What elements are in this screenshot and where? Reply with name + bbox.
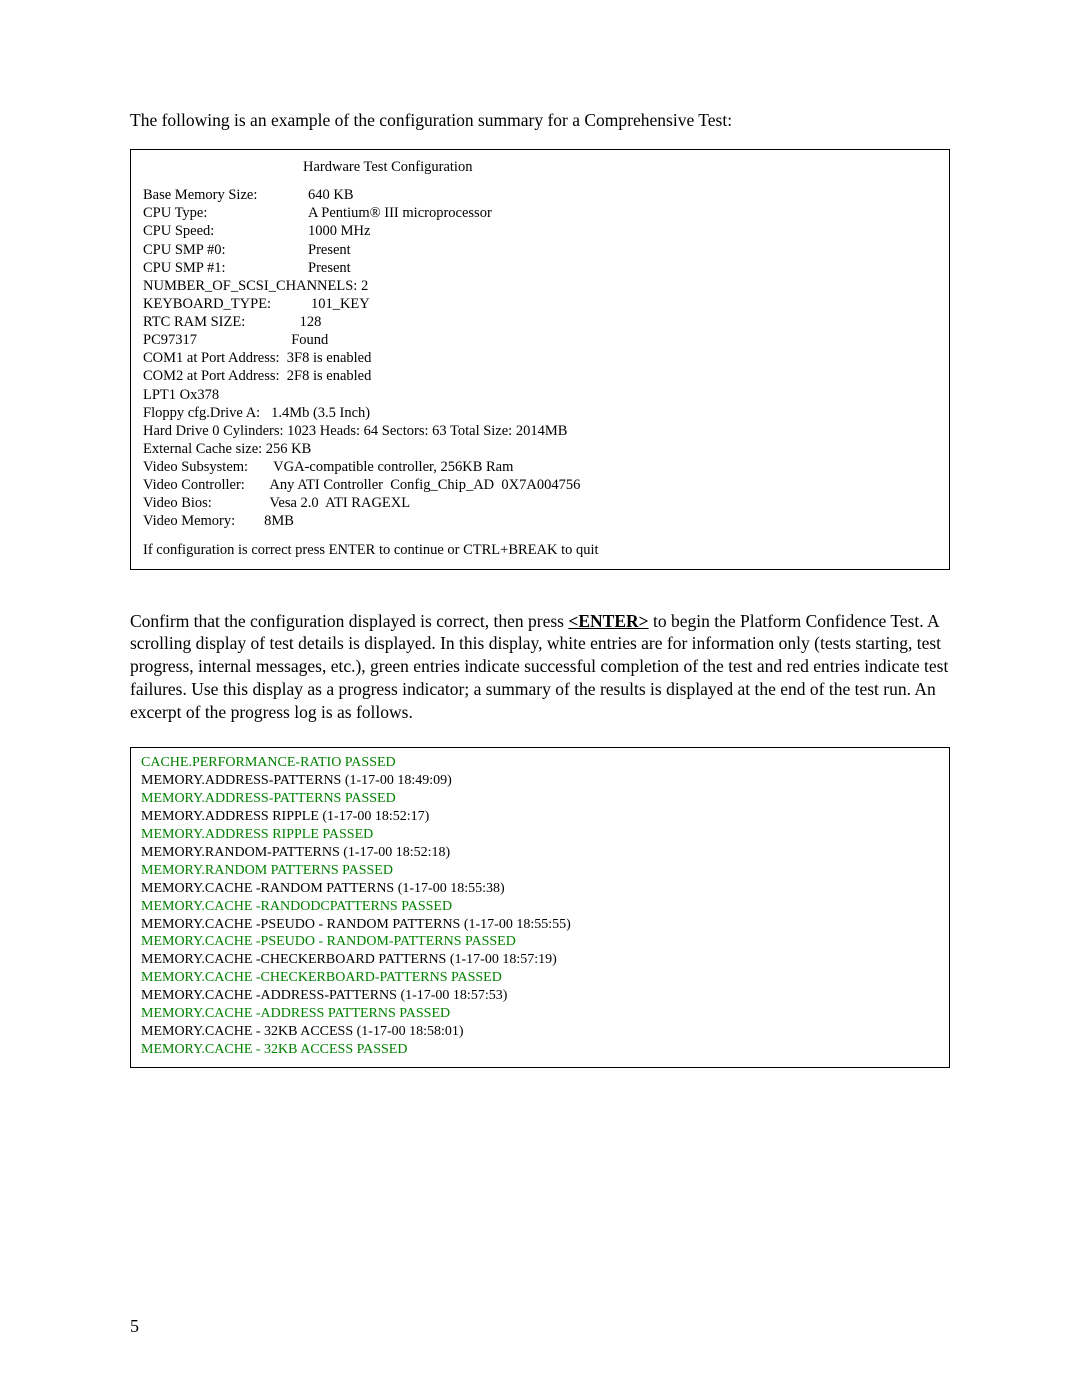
log-line: MEMORY.CACHE -ADDRESS-PATTERNS (1-17-00 … [141,987,939,1005]
log-line: MEMORY.ADDRESS-PATTERNS PASSED [141,790,939,808]
config-rows: Base Memory Size:640 KBCPU Type:A Pentiu… [143,186,937,277]
log-line: MEMORY.CACHE -CHECKERBOARD PATTERNS (1-1… [141,951,939,969]
log-line: MEMORY.CACHE -PSEUDO - RANDOM PATTERNS (… [141,916,939,934]
config-value: Present [308,242,351,258]
config-label: CPU SMP #0: [143,241,308,259]
log-box: CACHE.PERFORMANCE-RATIO PASSEDMEMORY.ADD… [130,747,950,1067]
config-value: A Pentium® III microprocessor [308,205,492,221]
config-line: KEYBOARD_TYPE: 101_KEY [143,295,937,313]
config-label: CPU Speed: [143,222,308,240]
config-row: CPU Speed:1000 MHz [143,222,937,240]
config-line: NUMBER_OF_SCSI_CHANNELS: 2 [143,277,937,295]
body-pre: Confirm that the configuration displayed… [130,611,568,631]
spacer [143,531,937,541]
config-label: CPU Type: [143,204,308,222]
config-line: COM2 at Port Address: 2F8 is enabled [143,367,937,385]
log-line: MEMORY.ADDRESS RIPPLE (1-17-00 18:52:17) [141,808,939,826]
log-line: MEMORY.ADDRESS RIPPLE PASSED [141,826,939,844]
config-row: CPU Type:A Pentium® III microprocessor [143,204,937,222]
config-line: PC97317 Found [143,331,937,349]
page: The following is an example of the confi… [0,0,1080,1397]
config-line: Floppy cfg.Drive A: 1.4Mb (3.5 Inch) [143,404,937,422]
config-title: Hardware Test Configuration [143,158,937,176]
config-row: CPU SMP #0:Present [143,241,937,259]
config-line: COM1 at Port Address: 3F8 is enabled [143,349,937,367]
config-line: Video Subsystem: VGA-compatible controll… [143,458,937,476]
enter-key: <ENTER> [568,611,648,631]
config-value: 1000 MHz [308,223,370,239]
config-line: LPT1 Ox378 [143,386,937,404]
config-line: RTC RAM SIZE: 128 [143,313,937,331]
log-line: MEMORY.CACHE - 32KB ACCESS (1-17-00 18:5… [141,1023,939,1041]
log-line: MEMORY.CACHE -RANDODCPATTERNS PASSED [141,898,939,916]
config-label: CPU SMP #1: [143,259,308,277]
log-line: MEMORY.CACHE -CHECKERBOARD-PATTERNS PASS… [141,969,939,987]
config-footer: If configuration is correct press ENTER … [143,541,937,559]
log-line: MEMORY.CACHE -RANDOM PATTERNS (1-17-00 1… [141,880,939,898]
page-number: 5 [130,1316,139,1337]
config-line: Video Bios: Vesa 2.0 ATI RAGEXL [143,494,937,512]
log-line: MEMORY.ADDRESS-PATTERNS (1-17-00 18:49:0… [141,772,939,790]
config-lines: NUMBER_OF_SCSI_CHANNELS: 2KEYBOARD_TYPE:… [143,277,937,531]
config-row: CPU SMP #1:Present [143,259,937,277]
intro-text: The following is an example of the confi… [130,110,950,131]
log-line: MEMORY.CACHE - 32KB ACCESS PASSED [141,1041,939,1059]
log-line: MEMORY.CACHE -ADDRESS PATTERNS PASSED [141,1005,939,1023]
config-value: 640 KB [308,187,354,203]
config-line: External Cache size: 256 KB [143,440,937,458]
config-value: Present [308,260,351,276]
config-box: Hardware Test Configuration Base Memory … [130,149,950,570]
log-line: CACHE.PERFORMANCE-RATIO PASSED [141,754,939,772]
config-line: Video Memory: 8MB [143,512,937,530]
config-label: Base Memory Size: [143,186,308,204]
body-paragraph: Confirm that the configuration displayed… [130,610,950,724]
log-line: MEMORY.CACHE -PSEUDO - RANDOM-PATTERNS P… [141,933,939,951]
log-line: MEMORY.RANDOM PATTERNS PASSED [141,862,939,880]
config-line: Video Controller: Any ATI Controller Con… [143,476,937,494]
log-line: MEMORY.RANDOM-PATTERNS (1-17-00 18:52:18… [141,844,939,862]
config-line: Hard Drive 0 Cylinders: 1023 Heads: 64 S… [143,422,937,440]
config-row: Base Memory Size:640 KB [143,186,937,204]
